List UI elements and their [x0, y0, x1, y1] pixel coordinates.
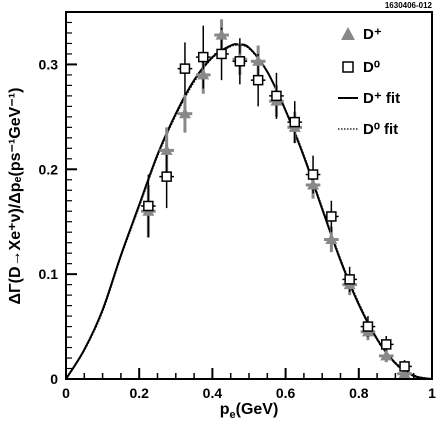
x-axis-title-base: p — [220, 401, 230, 418]
figure-id: 1630406-012 — [385, 1, 433, 10]
x-tick-label: 1 — [428, 385, 436, 401]
legend: D⁺ D⁰ D⁺ fit D⁰ fit — [338, 26, 400, 138]
d0-point — [271, 90, 282, 102]
d0-point — [179, 63, 191, 74]
x-tick-label: 0 — [62, 385, 70, 401]
data-markers — [142, 29, 411, 379]
dplus-point — [252, 55, 265, 66]
y-tick-label: 0.1 — [39, 266, 59, 282]
legend-d0-symbol — [342, 61, 354, 73]
legend-label: D⁺ — [363, 26, 382, 43]
dplus-point — [398, 367, 411, 379]
y-tick-label: 0 — [50, 371, 58, 387]
dplus-point — [178, 107, 191, 119]
legend-label: D⁺ fit — [363, 90, 400, 107]
d0-point — [399, 361, 410, 372]
x-axis-title-unit: (GeV) — [236, 401, 279, 418]
dplus-point — [307, 179, 320, 190]
x-axis-title-subscript: e — [229, 409, 235, 421]
d0-point — [216, 48, 227, 60]
d0-point — [326, 211, 337, 222]
dplus-point — [380, 349, 393, 361]
y-tick-label: 0.3 — [39, 56, 59, 72]
x-tick-label: 0.8 — [349, 385, 369, 401]
x-tick-label: 0.4 — [203, 385, 223, 401]
legend-label: D⁰ fit — [363, 121, 398, 138]
y-tick-label: 0.2 — [39, 161, 59, 177]
dplus-point — [325, 233, 338, 245]
y-axis-ticks: 0 0.1 0.2 0.3 — [39, 21, 77, 387]
d0-point — [289, 116, 300, 128]
legend-label: D⁰ — [363, 59, 380, 76]
x-tick-label: 0.2 — [129, 385, 149, 401]
x-axis-title: pe(GeV) — [220, 401, 279, 421]
d0-point — [362, 321, 374, 332]
dplus-point — [160, 144, 173, 155]
dplus-point — [197, 68, 210, 80]
x-axis-ticks: 0 0.2 0.4 0.6 0.8 1 — [62, 368, 436, 401]
d0-point — [307, 169, 319, 180]
d0-point — [381, 339, 392, 350]
legend-dplus-symbol — [341, 27, 355, 40]
d0-point — [252, 74, 264, 86]
y-axis-title: ΔΓ(D→Xe⁺ν)/Δpₑ(ps⁻¹GeV⁻¹) — [7, 88, 24, 305]
d0-point — [344, 274, 355, 285]
d0-point — [198, 51, 209, 63]
dplus-point — [215, 29, 228, 40]
d0-point — [143, 200, 154, 212]
d0-point — [161, 171, 172, 182]
x-tick-label: 0.6 — [276, 385, 296, 401]
d0-point — [234, 56, 246, 67]
